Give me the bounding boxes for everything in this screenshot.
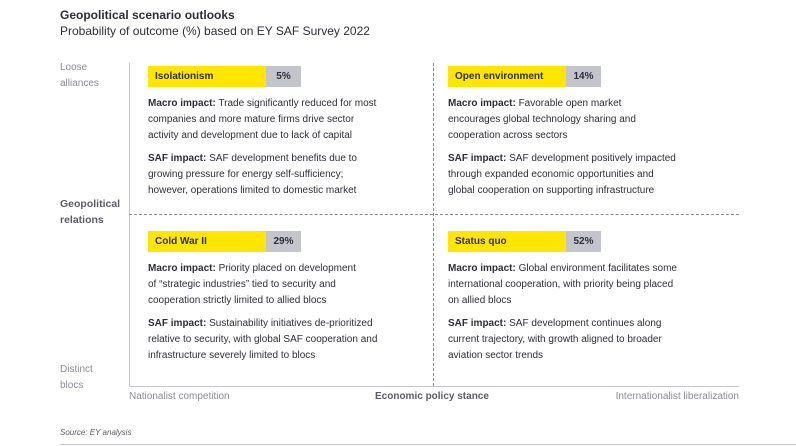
macro-impact-line: Trade significantly reduced for most [215,98,377,109]
scenario-tag: Status quo 52% [448,231,677,252]
saf-impact-text: SAF impact: SAF development continues al… [448,316,677,364]
scenario-tag: Cold War II 29% [148,231,377,252]
macro-impact-line: on allied blocs [448,295,512,306]
vertical-quadrant-divider [433,63,434,386]
macro-impact-line: international cooperation, with priority… [448,279,674,290]
scenario-tag: Open environment 14% [448,66,676,87]
y-axis-top-label: Loose alliances [60,60,99,92]
saf-impact-line: Sustainability initiatives de-prioritize… [206,318,373,329]
scenario-name: Cold War II [148,231,266,252]
scenario-probability: 52% [566,231,601,252]
macro-impact-text: Macro impact: Trade significantly reduce… [148,96,376,144]
source-note: Source: EY analysis [60,428,132,437]
macro-impact-line: Favorable open market [515,98,622,109]
macro-impact-line: cooperation strictly limited to allied b… [148,295,327,306]
x-axis-title: Economic policy stance [375,391,489,402]
saf-impact-heading: SAF impact: [448,318,507,329]
y-axis-bottom-label-line1: Distinct [60,364,93,375]
y-axis-top-label-line2: alliances [60,78,99,89]
macro-impact-text: Macro impact: Global environment facilit… [448,261,677,309]
macro-impact-heading: Macro impact: [148,98,216,109]
macro-impact-heading: Macro impact: [448,98,516,109]
horizontal-quadrant-divider [129,214,739,215]
y-axis-bottom-label-line2: blocs [60,380,84,391]
saf-impact-line: infrastructure severely limited to blocs [148,350,316,361]
x-axis-left-label: Nationalist competition [129,391,230,402]
saf-impact-line: through expanded economic opportunities … [448,169,654,180]
scenario-name: Isolationism [148,66,266,87]
x-axis-line [129,386,739,387]
saf-impact-line: growing pressure for energy self-suffici… [148,169,344,180]
saf-impact-heading: SAF impact: [448,153,507,164]
page-subtitle: Probability of outcome (%) based on EY S… [60,24,370,38]
y-axis-bottom-label: Distinct blocs [60,362,93,394]
macro-impact-line: encourages global technology sharing and [448,114,636,125]
macro-impact-line: Global environment facilitates some [515,263,677,274]
page-title: Geopolitical scenario outlooks [60,8,235,22]
y-axis-title: Geopolitical relations [60,196,120,228]
y-axis-title-line1: Geopolitical [60,198,121,210]
quadrant-isolationism: Isolationism 5% Macro impact: Trade sign… [148,66,376,199]
scenario-probability: 5% [266,66,301,87]
saf-impact-line: SAF development benefits due to [206,153,357,164]
saf-impact-text: SAF impact: SAF development benefits due… [148,151,376,199]
saf-impact-line: aviation sector trends [448,350,544,361]
saf-impact-heading: SAF impact: [148,153,207,164]
saf-impact-heading: SAF impact: [148,318,207,329]
macro-impact-text: Macro impact: Priority placed on develop… [148,261,377,309]
scenario-probability: 29% [266,231,301,252]
saf-impact-line: SAF development positively impacted [506,153,676,164]
scenario-name: Status quo [448,231,566,252]
quadrant-status-quo: Status quo 52% Macro impact: Global envi… [448,231,677,364]
macro-impact-line: Priority placed on development [215,263,356,274]
saf-impact-line: current trajectory, with growth aligned … [448,334,662,345]
footer-divider [60,444,796,445]
saf-impact-line: global cooperation on supporting infrast… [448,185,655,196]
scenario-tag: Isolationism 5% [148,66,376,87]
quadrant-cold-war-ii: Cold War II 29% Macro impact: Priority p… [148,231,377,364]
saf-impact-text: SAF impact: SAF development positively i… [448,151,676,199]
macro-impact-text: Macro impact: Favorable open market enco… [448,96,676,144]
macro-impact-line: cooperation across sectors [448,130,568,141]
y-axis-line [129,63,130,386]
macro-impact-line: of “strategic industries” tied to securi… [148,279,336,290]
saf-impact-text: SAF impact: Sustainability initiatives d… [148,316,377,364]
macro-impact-line: companies and more mature firms drive se… [148,114,355,125]
saf-impact-line: SAF development continues along [506,318,662,329]
scenario-probability: 14% [566,66,601,87]
y-axis-top-label-line1: Loose [60,62,88,73]
saf-impact-line: however, operations limited to domestic … [148,185,357,196]
quadrant-open-environment: Open environment 14% Macro impact: Favor… [448,66,676,199]
y-axis-title-line2: relations [60,214,104,226]
macro-impact-heading: Macro impact: [148,263,216,274]
scenario-name: Open environment [448,66,566,87]
macro-impact-heading: Macro impact: [448,263,516,274]
macro-impact-line: activity and development due to lack of … [148,130,353,141]
saf-impact-line: relative to security, with global SAF co… [148,334,378,345]
x-axis-right-label: Internationalist liberalization [615,391,739,402]
